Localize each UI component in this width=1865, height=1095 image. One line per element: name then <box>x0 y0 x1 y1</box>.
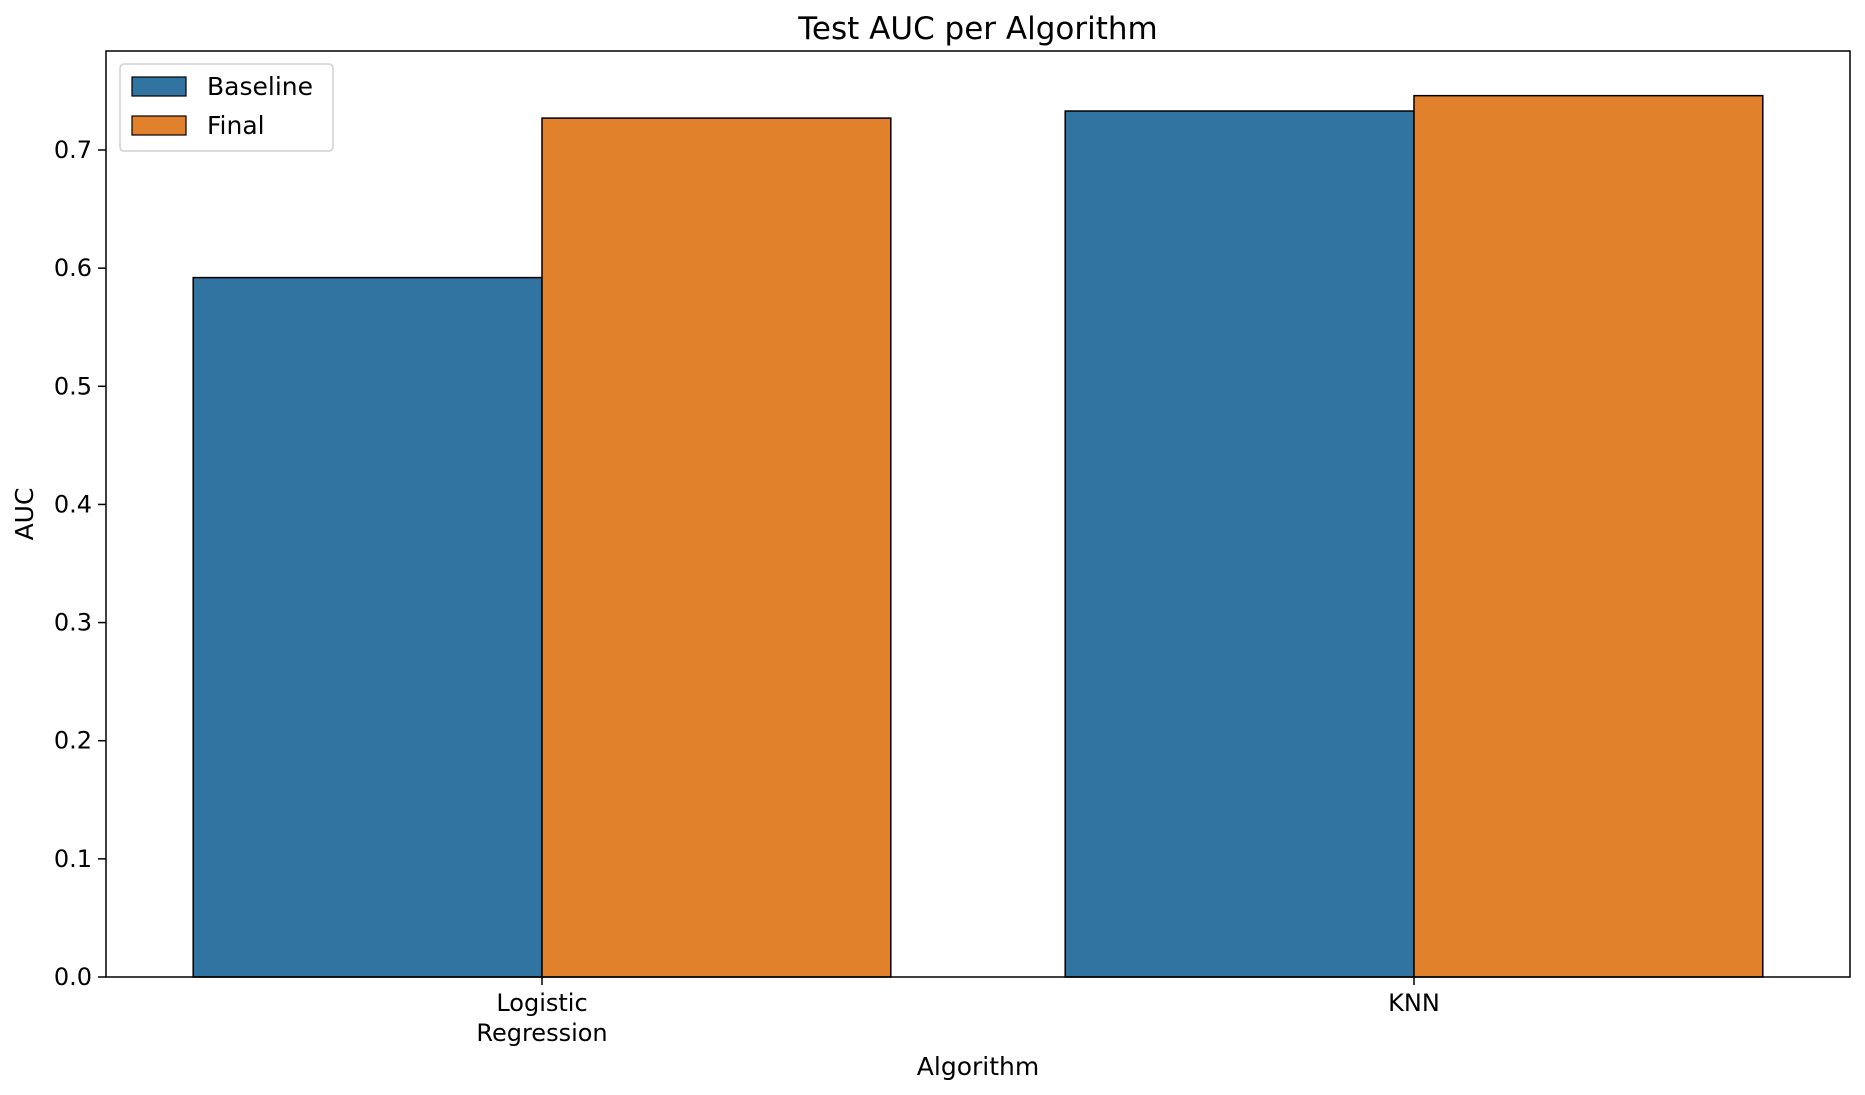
bar-final-0 <box>541 117 892 978</box>
x-tick-label: Regression <box>476 1019 607 1047</box>
y-tick-label: 0.7 <box>54 136 92 164</box>
bar-final-1 <box>1413 94 1764 978</box>
y-tick-label: 0.5 <box>54 372 92 400</box>
y-tick-label: 0.6 <box>54 254 92 282</box>
y-axis-label: AUC <box>10 488 39 541</box>
legend-label-baseline: Baseline <box>207 72 313 101</box>
legend-label-final: Final <box>207 111 265 140</box>
x-axis-label: Algorithm <box>917 1052 1039 1081</box>
x-tick-label: KNN <box>1388 989 1440 1017</box>
legend-swatch-baseline <box>131 76 187 97</box>
chart-title: Test AUC per Algorithm <box>797 11 1157 47</box>
y-tick-label: 0.2 <box>54 727 92 755</box>
bar-baseline-0 <box>192 276 543 978</box>
y-axis: 0.0 0.1 0.2 0.3 0.4 0.5 0.6 0.7 <box>54 136 106 991</box>
legend-swatch-final <box>131 115 187 136</box>
y-tick-label: 0.0 <box>54 963 92 991</box>
bars-group <box>192 94 1764 978</box>
y-tick-label: 0.1 <box>54 845 92 873</box>
legend: Baseline Final <box>119 63 334 152</box>
y-tick-label: 0.4 <box>54 490 92 518</box>
x-tick-label: Logistic <box>496 989 587 1017</box>
plot-frame <box>105 50 1851 978</box>
bar-baseline-1 <box>1064 110 1415 978</box>
y-tick-label: 0.3 <box>54 609 92 637</box>
